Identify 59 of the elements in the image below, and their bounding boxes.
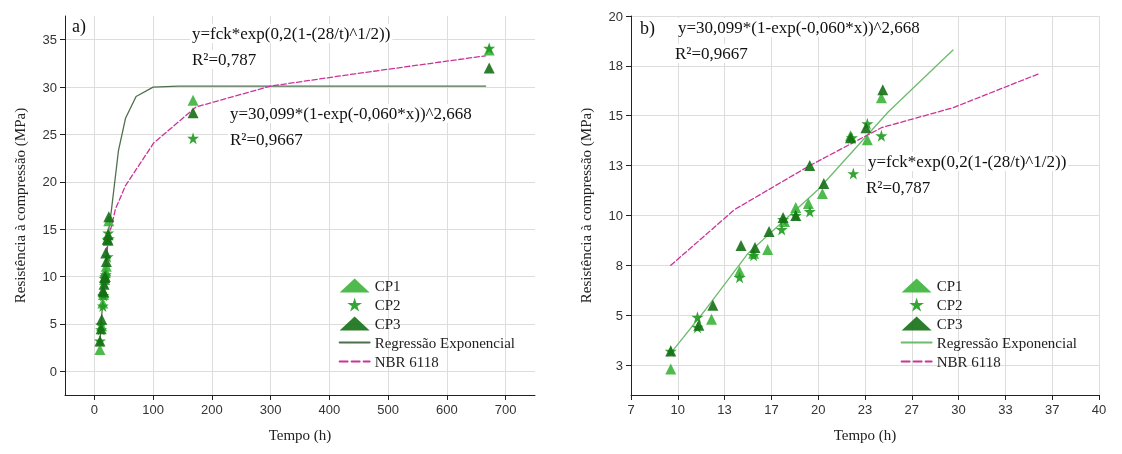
legend-label: CP3 — [936, 315, 963, 332]
legend-label: NBR 6118 — [936, 353, 1001, 370]
x-tick-label: 200 — [201, 402, 223, 417]
y-tick-label: 10 — [608, 207, 623, 223]
x-tick-label: 100 — [142, 402, 164, 417]
y-tick-label: 10 — [42, 269, 57, 285]
annotation: a) — [72, 16, 86, 37]
y-tick-label: 8 — [615, 257, 623, 273]
annotation: y=30,099*(1-exp(-0,060*x))^2,668 — [230, 104, 472, 123]
x-tick-label: 0 — [90, 402, 98, 417]
x-tick-label: 27 — [904, 402, 920, 417]
legend-label: CP2 — [374, 296, 401, 313]
y-tick-label: 3 — [615, 357, 623, 373]
y-tick-label: 0 — [49, 363, 57, 379]
x-tick-label: 500 — [377, 402, 399, 417]
x-tick-label: 37 — [1044, 402, 1060, 417]
annotation: R²=0,787 — [866, 178, 931, 197]
annotation: y=30,099*(1-exp(-0,060*x))^2,668 — [678, 18, 920, 37]
y-tick-label: 20 — [608, 8, 623, 24]
legend-label: NBR 6118 — [374, 353, 439, 370]
y-tick-label: 5 — [615, 307, 623, 323]
legend-label: CP3 — [374, 315, 401, 332]
annotation: R²=0,9667 — [230, 130, 304, 149]
y-tick-label: 20 — [42, 174, 57, 190]
annotation: y=fck*exp(0,2(1-(28/t)^1/2)) — [868, 152, 1067, 171]
x-tick-label: 33 — [998, 402, 1013, 417]
y-tick-label: 18 — [608, 58, 623, 74]
y-tick-label: 15 — [608, 108, 623, 124]
x-tick-label: 7 — [627, 402, 635, 417]
x-tick-label: 17 — [764, 402, 779, 417]
annotation: b) — [640, 18, 655, 39]
y-axis-title: Resistência à compressão (MPa) — [577, 107, 595, 304]
x-tick-label: 40 — [1091, 402, 1107, 417]
annotation: R²=0,787 — [192, 50, 257, 69]
x-tick-label: 400 — [318, 402, 341, 417]
x-tick-label: 300 — [259, 402, 282, 417]
legend-label: CP1 — [374, 277, 401, 294]
y-axis-title: Resistência à compressão (MPa) — [11, 107, 29, 304]
legend-label: CP1 — [936, 277, 963, 294]
annotation: R²=0,9667 — [675, 44, 749, 63]
y-tick-label: 13 — [608, 158, 623, 174]
x-axis-title: Tempo (h) — [268, 426, 332, 444]
x-tick-label: 10 — [670, 402, 686, 417]
x-tick-label: 30 — [951, 402, 966, 417]
y-tick-label: 25 — [42, 126, 57, 142]
legend-label: Regressão Exponencial — [936, 334, 1078, 351]
x-tick-label: 600 — [436, 402, 458, 417]
x-tick-label: 20 — [810, 402, 826, 417]
legend-label: CP2 — [936, 296, 963, 313]
x-tick-label: 23 — [857, 402, 873, 417]
legend-label: Regressão Exponencial — [374, 334, 516, 351]
x-axis-title: Tempo (h) — [833, 426, 897, 444]
y-tick-label: 15 — [42, 221, 57, 237]
y-tick-label: 5 — [49, 316, 57, 332]
x-tick-label: 13 — [717, 402, 732, 417]
annotation: y=fck*exp(0,2(1-(28/t)^1/2)) — [192, 24, 391, 43]
x-tick-label: 700 — [494, 402, 517, 417]
y-tick-label: 30 — [42, 79, 57, 95]
y-tick-label: 35 — [42, 32, 57, 48]
